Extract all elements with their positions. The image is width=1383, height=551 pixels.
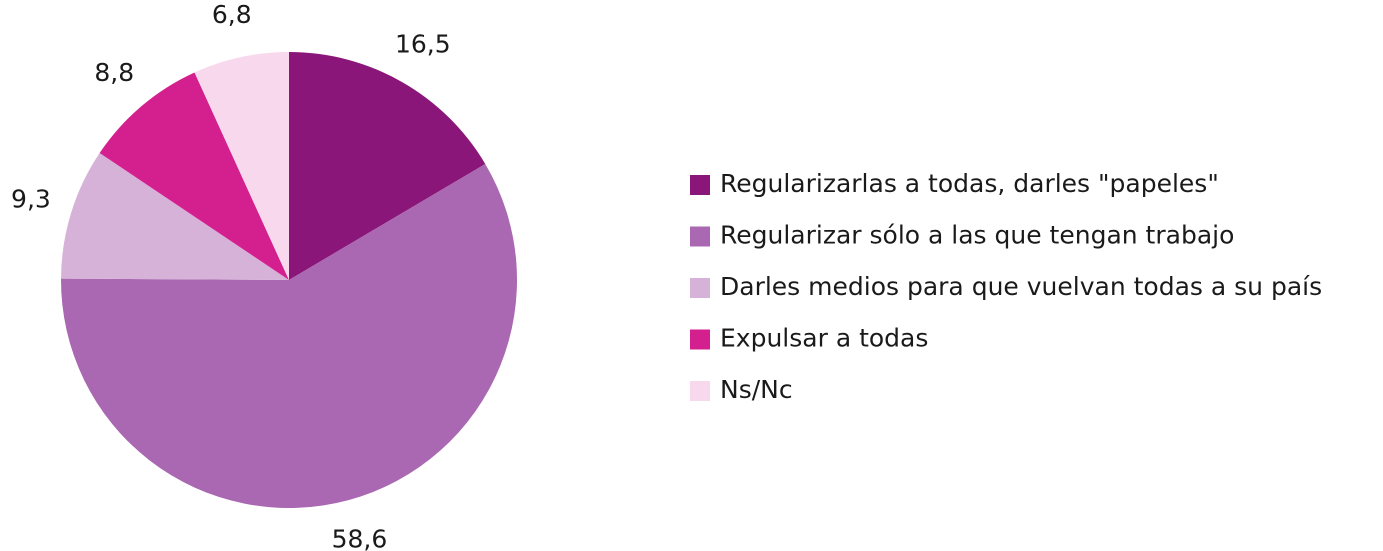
legend-swatch <box>690 278 710 298</box>
legend-swatch <box>690 226 710 247</box>
data-label: 16,5 <box>395 29 451 58</box>
legend-swatch <box>690 329 710 350</box>
legend-swatch <box>690 381 710 401</box>
data-label: 58,6 <box>332 525 388 551</box>
data-label: 6,8 <box>212 0 252 29</box>
pie-slice <box>194 52 289 280</box>
pie-slice <box>289 52 486 280</box>
pie-slice <box>99 72 289 280</box>
data-label: 8,8 <box>94 58 134 87</box>
pie-slice <box>61 153 289 280</box>
legend-label: Expulsar a todas <box>720 324 928 353</box>
pie-slice <box>60 163 518 509</box>
legend-label: Darles medios para que vuelvan todas a s… <box>720 272 1322 301</box>
data-label: 9,3 <box>11 185 51 214</box>
legend-label: Regularizarlas a todas, darles "papeles" <box>720 169 1219 198</box>
legend-swatch <box>690 175 710 195</box>
legend-label: Regularizar sólo a las que tengan trabaj… <box>720 221 1234 250</box>
legend-label: Ns/Nc <box>720 375 793 404</box>
